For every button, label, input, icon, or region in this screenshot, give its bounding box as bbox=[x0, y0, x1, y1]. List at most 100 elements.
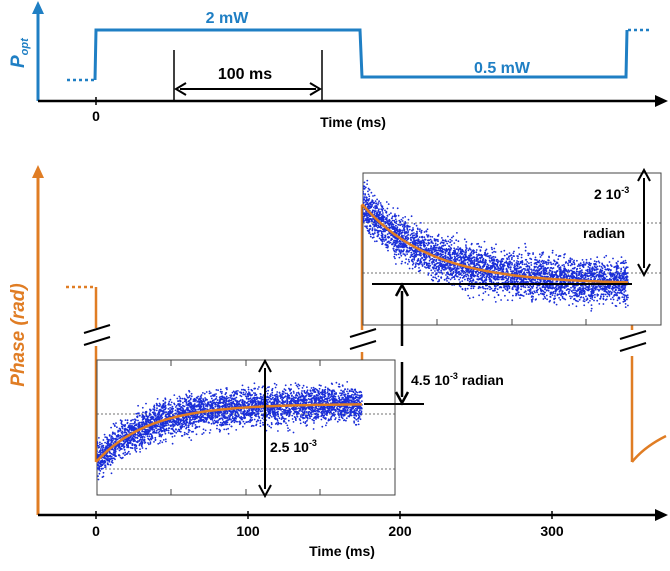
scatter-point bbox=[281, 394, 283, 397]
scatter-point bbox=[252, 425, 255, 427]
scatter-point bbox=[173, 435, 176, 437]
scatter-point bbox=[244, 401, 246, 403]
scatter-point bbox=[328, 397, 330, 400]
scatter-point bbox=[109, 463, 112, 466]
scatter-point bbox=[282, 397, 285, 400]
scatter-point bbox=[315, 418, 317, 420]
scatter-point bbox=[297, 387, 300, 390]
scatter-point bbox=[201, 401, 204, 403]
scatter-point bbox=[208, 417, 211, 419]
scatter-point bbox=[198, 400, 201, 403]
scatter-point bbox=[330, 382, 333, 385]
axis-break-left bbox=[83, 324, 111, 346]
scatter-point bbox=[343, 405, 345, 408]
scatter-point bbox=[226, 387, 228, 389]
scatter-point bbox=[235, 391, 237, 393]
scatter-point bbox=[269, 414, 272, 417]
scatter-point bbox=[117, 446, 120, 448]
scatter-point bbox=[153, 428, 155, 431]
scatter-point bbox=[249, 415, 252, 418]
scatter-point bbox=[356, 394, 359, 396]
scatter-point bbox=[98, 462, 101, 465]
scatter-point bbox=[136, 412, 139, 415]
scatter-point bbox=[212, 402, 215, 404]
scatter-point bbox=[122, 435, 124, 437]
scatter-point bbox=[310, 392, 313, 394]
scatter-point bbox=[493, 247, 496, 250]
scatter-point bbox=[134, 418, 136, 421]
scatter-point bbox=[192, 407, 195, 410]
scatter-point bbox=[288, 415, 290, 418]
scatter-point bbox=[120, 435, 123, 438]
scatter-point bbox=[180, 428, 182, 430]
scatter-point bbox=[145, 411, 147, 414]
scatter-point bbox=[315, 412, 318, 415]
scatter-point bbox=[244, 389, 247, 392]
scatter-point bbox=[312, 428, 315, 430]
scatter-point bbox=[343, 398, 345, 401]
scatter-point bbox=[165, 411, 168, 413]
scatter-point bbox=[167, 402, 170, 405]
scatter-point bbox=[103, 433, 106, 436]
scatter-point bbox=[153, 405, 155, 408]
scatter-point bbox=[622, 260, 625, 263]
scatter-point bbox=[238, 423, 241, 426]
scatter-point bbox=[198, 425, 201, 428]
scatter-point bbox=[302, 400, 304, 403]
scatter-point bbox=[340, 415, 343, 417]
scatter-point bbox=[154, 412, 157, 415]
scatter-point bbox=[142, 435, 144, 438]
scatter-point bbox=[206, 413, 209, 416]
scatter-point bbox=[218, 430, 221, 433]
scatter-point bbox=[119, 419, 122, 422]
scatter-point bbox=[202, 406, 205, 409]
scatter-point bbox=[258, 417, 261, 419]
scatter-point bbox=[148, 427, 151, 429]
scatter-point bbox=[99, 441, 101, 444]
scatter-point bbox=[255, 393, 258, 396]
scatter-point bbox=[219, 396, 222, 398]
scatter-point bbox=[143, 430, 146, 433]
scatter-point bbox=[582, 296, 585, 299]
scatter-point bbox=[188, 436, 191, 439]
scatter-point bbox=[283, 391, 285, 393]
scatter-point bbox=[205, 420, 208, 423]
scatter-point bbox=[148, 435, 151, 438]
scatter-point bbox=[274, 386, 277, 389]
scatter-point bbox=[128, 437, 131, 439]
scatter-point bbox=[226, 388, 228, 391]
scatter-point bbox=[333, 405, 336, 408]
scatter-point bbox=[550, 284, 552, 287]
scatter-point bbox=[259, 425, 262, 428]
scatter-point bbox=[114, 450, 117, 453]
scatter-point bbox=[171, 442, 174, 445]
scatter-point bbox=[261, 417, 264, 420]
scatter-point bbox=[310, 409, 313, 412]
scatter-point bbox=[135, 423, 138, 426]
scatter-point bbox=[355, 423, 358, 426]
scatter-point bbox=[294, 401, 297, 404]
scatter-point bbox=[251, 409, 254, 412]
scatter-point bbox=[106, 459, 109, 462]
scatter-point bbox=[354, 396, 357, 399]
scatter-point bbox=[273, 407, 276, 409]
scatter-point bbox=[211, 411, 214, 414]
scatter-point bbox=[135, 444, 138, 447]
scatter-point bbox=[274, 397, 276, 400]
scatter-point bbox=[131, 447, 134, 450]
scatter-point bbox=[289, 411, 291, 414]
scatter-point bbox=[233, 421, 236, 424]
scatter-point bbox=[127, 446, 130, 449]
scatter-point bbox=[164, 401, 167, 404]
scatter-point bbox=[194, 427, 197, 430]
scatter-point bbox=[157, 442, 160, 445]
scatter-point bbox=[558, 264, 560, 267]
scatter-point bbox=[231, 410, 234, 413]
scatter-point bbox=[145, 402, 147, 405]
scatter-point bbox=[108, 455, 111, 458]
scatter-point bbox=[323, 396, 326, 399]
scatter-point bbox=[158, 411, 161, 414]
scatter-point bbox=[200, 417, 203, 419]
scatter-point bbox=[347, 392, 349, 395]
scatter-point bbox=[504, 288, 507, 290]
